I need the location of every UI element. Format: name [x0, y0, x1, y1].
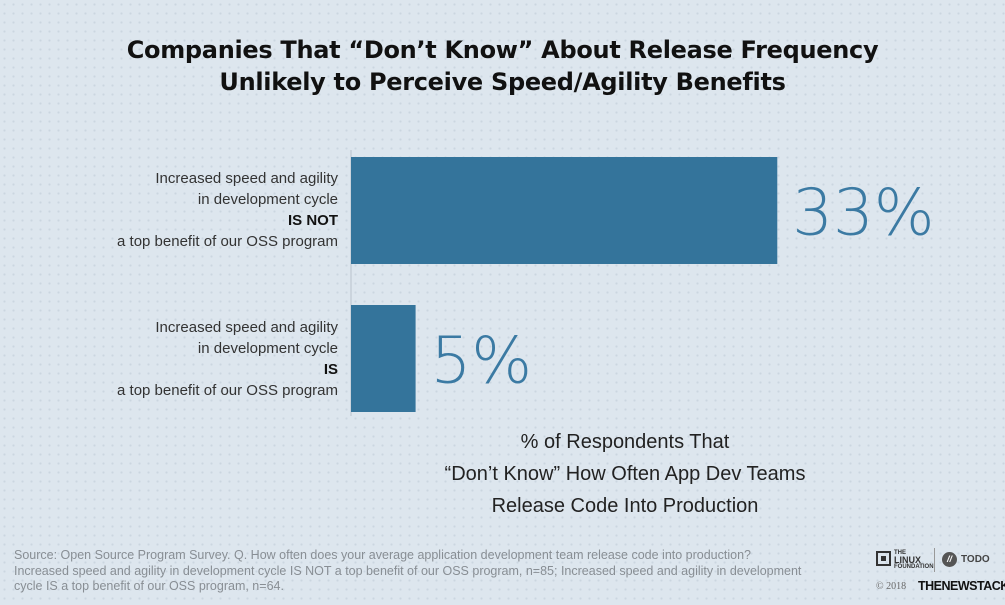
logo-text: FOUNDATION: [894, 564, 934, 570]
copyright-text: © 2018: [876, 581, 907, 592]
linux-foundation-logo: THE LINUX FOUNDATION: [876, 550, 934, 570]
category-label-is: Increased speed and agility in developme…: [18, 317, 338, 401]
category-label-is-not: Increased speed and agility in developme…: [18, 168, 338, 252]
chart-title-line-1: Companies That “Don’t Know” About Releas…: [126, 36, 879, 64]
todo-logo-text: TODO: [961, 554, 990, 565]
logo-text: LINUX: [894, 555, 921, 565]
todo-icon: //: [942, 552, 957, 567]
x-axis-label: % of Respondents That “Don’t Know” How O…: [440, 426, 810, 522]
chart-title-line-2: Unlikely to Perceive Speed/Agility Benef…: [219, 68, 786, 96]
x-axis-label-line: “Don’t Know” How Often App Dev Teams: [444, 463, 806, 485]
bar-0: [351, 157, 778, 264]
the-new-stack-logo: THENEWSTACK: [918, 579, 1005, 593]
x-axis-label-line: Release Code Into Production: [491, 495, 759, 517]
x-axis-label-line: % of Respondents That: [520, 431, 730, 453]
category-label-line: in development cycle: [197, 340, 338, 357]
logo-divider: [934, 548, 935, 572]
category-label-line: Increased speed and agility: [155, 170, 338, 187]
category-label-line: a top benefit of our OSS program: [117, 382, 338, 399]
category-label-line: in development cycle: [197, 191, 338, 208]
category-label-line: a top benefit of our OSS program: [117, 233, 338, 250]
category-label-line: Increased speed and agility: [155, 319, 338, 336]
category-label-emphasis: IS NOT: [287, 212, 338, 229]
logo-text: THE: [894, 550, 906, 556]
source-note: Source: Open Source Program Survey. Q. H…: [14, 548, 802, 593]
chart-title: Companies That “Don’t Know” About Releas…: [0, 34, 1005, 98]
bar-1: [351, 305, 416, 412]
bar-value-label: 33%: [792, 177, 934, 251]
linux-foundation-icon: [876, 551, 891, 566]
bar-value-label: 5%: [431, 325, 533, 399]
category-label-emphasis: IS: [323, 361, 338, 378]
footer-logos: THE LINUX FOUNDATION // TODO © 2018 THEN…: [876, 548, 1005, 598]
bar-chart: 33% 5%: [350, 150, 935, 416]
